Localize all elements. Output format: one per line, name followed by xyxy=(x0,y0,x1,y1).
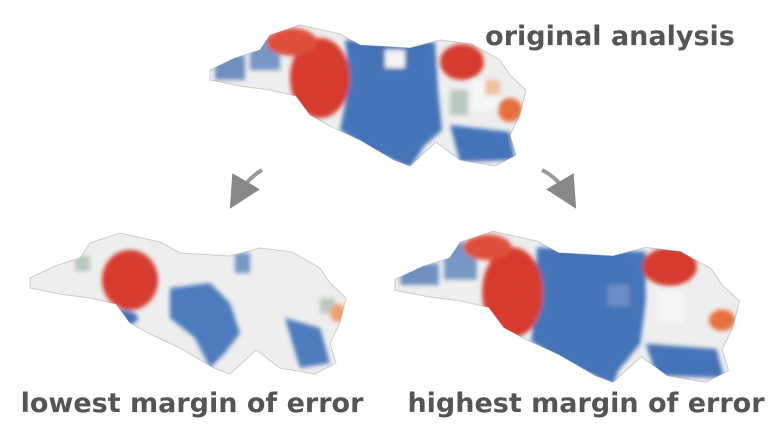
map-highest xyxy=(394,230,740,383)
title: original analysis xyxy=(485,21,735,52)
arrow-right xyxy=(541,168,577,209)
arrow-left xyxy=(229,168,264,209)
map-lowest xyxy=(29,232,347,375)
panel-label: highest margin of error xyxy=(407,388,765,419)
panel-label: lowest margin of error xyxy=(21,388,364,419)
map-original xyxy=(209,24,527,167)
